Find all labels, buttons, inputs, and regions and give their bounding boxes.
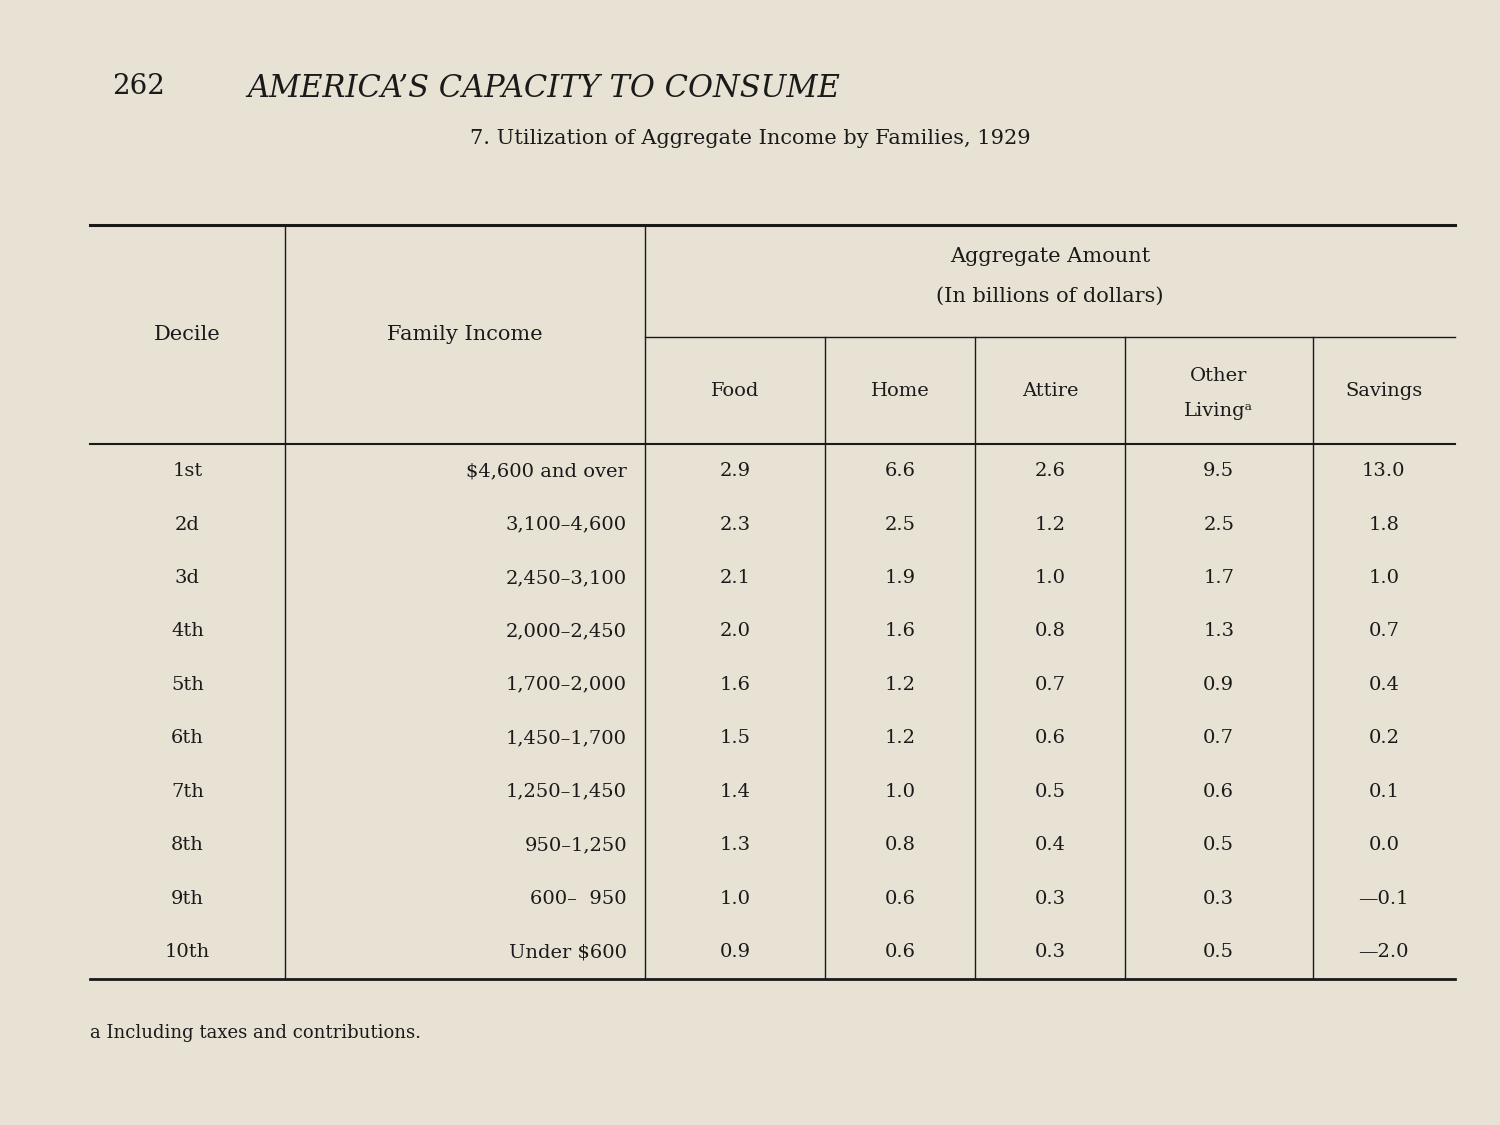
- Text: 950–1,250: 950–1,250: [525, 836, 627, 854]
- Text: 1,700–2,000: 1,700–2,000: [506, 676, 627, 694]
- Text: 2.0: 2.0: [720, 622, 750, 640]
- Text: 1.2: 1.2: [1035, 515, 1065, 533]
- Text: 0.8: 0.8: [1035, 622, 1065, 640]
- Text: Home: Home: [870, 381, 930, 399]
- Text: —2.0: —2.0: [1359, 943, 1408, 961]
- Text: 0.1: 0.1: [1368, 783, 1400, 801]
- Text: 2.6: 2.6: [1035, 462, 1065, 480]
- Text: AMERICA’S CAPACITY TO CONSUME: AMERICA’S CAPACITY TO CONSUME: [248, 73, 840, 105]
- Text: 1.6: 1.6: [885, 622, 915, 640]
- Text: Family Income: Family Income: [387, 325, 543, 344]
- Text: 1.9: 1.9: [885, 569, 915, 587]
- Text: 1.8: 1.8: [1368, 515, 1400, 533]
- Text: 1.7: 1.7: [1203, 569, 1234, 587]
- Text: 8th: 8th: [171, 836, 204, 854]
- Text: (In billions of dollars): (In billions of dollars): [936, 287, 1164, 305]
- Text: Under $600: Under $600: [509, 943, 627, 961]
- Text: 0.7: 0.7: [1368, 622, 1400, 640]
- Text: 262: 262: [112, 73, 165, 100]
- Text: 1.0: 1.0: [885, 783, 915, 801]
- Text: 0.6: 0.6: [885, 943, 915, 961]
- Text: Savings: Savings: [1346, 381, 1422, 399]
- Text: 0.9: 0.9: [720, 943, 750, 961]
- Text: 10th: 10th: [165, 943, 210, 961]
- Text: a Including taxes and contributions.: a Including taxes and contributions.: [90, 1024, 422, 1042]
- Text: 0.8: 0.8: [885, 836, 915, 854]
- Text: 6.6: 6.6: [885, 462, 915, 480]
- Text: Livingᵃ: Livingᵃ: [1184, 402, 1254, 420]
- Text: Aggregate Amount: Aggregate Amount: [950, 248, 1150, 266]
- Text: 2.1: 2.1: [720, 569, 750, 587]
- Text: 3,100–4,600: 3,100–4,600: [506, 515, 627, 533]
- Text: 0.5: 0.5: [1035, 783, 1065, 801]
- Text: 2.9: 2.9: [720, 462, 750, 480]
- Text: 2,450–3,100: 2,450–3,100: [506, 569, 627, 587]
- Text: 0.9: 0.9: [1203, 676, 1234, 694]
- Text: 0.3: 0.3: [1203, 890, 1234, 908]
- Text: 0.7: 0.7: [1035, 676, 1065, 694]
- Text: 0.0: 0.0: [1368, 836, 1400, 854]
- Text: 7th: 7th: [171, 783, 204, 801]
- Text: 1,450–1,700: 1,450–1,700: [506, 729, 627, 747]
- Text: 600–  950: 600– 950: [531, 890, 627, 908]
- Text: 2,000–2,450: 2,000–2,450: [506, 622, 627, 640]
- Text: 1.0: 1.0: [720, 890, 750, 908]
- Text: 1.4: 1.4: [720, 783, 750, 801]
- Text: 0.3: 0.3: [1035, 943, 1065, 961]
- Text: 1.2: 1.2: [885, 676, 915, 694]
- Text: 0.6: 0.6: [885, 890, 915, 908]
- Text: 6th: 6th: [171, 729, 204, 747]
- Text: 0.6: 0.6: [1035, 729, 1065, 747]
- Text: 2.3: 2.3: [720, 515, 750, 533]
- Text: $4,600 and over: $4,600 and over: [466, 462, 627, 480]
- Text: 4th: 4th: [171, 622, 204, 640]
- Text: 1,250–1,450: 1,250–1,450: [506, 783, 627, 801]
- Text: —0.1: —0.1: [1359, 890, 1408, 908]
- Text: 5th: 5th: [171, 676, 204, 694]
- Text: Food: Food: [711, 381, 759, 399]
- Text: Decile: Decile: [154, 325, 220, 344]
- Text: 1.3: 1.3: [1203, 622, 1234, 640]
- Text: 2d: 2d: [176, 515, 200, 533]
- Text: 0.7: 0.7: [1203, 729, 1234, 747]
- Text: 1.2: 1.2: [885, 729, 915, 747]
- Text: 13.0: 13.0: [1362, 462, 1406, 480]
- Text: 0.2: 0.2: [1368, 729, 1400, 747]
- Text: 0.4: 0.4: [1368, 676, 1400, 694]
- Text: 0.5: 0.5: [1203, 836, 1234, 854]
- Text: 9.5: 9.5: [1203, 462, 1234, 480]
- Text: 2.5: 2.5: [885, 515, 915, 533]
- Text: 1st: 1st: [172, 462, 202, 480]
- Text: 3d: 3d: [176, 569, 200, 587]
- Text: 7. Utilization of Aggregate Income by Families, 1929: 7. Utilization of Aggregate Income by Fa…: [470, 129, 1030, 148]
- Text: 1.0: 1.0: [1035, 569, 1065, 587]
- Text: 2.5: 2.5: [1203, 515, 1234, 533]
- Text: Attire: Attire: [1022, 381, 1078, 399]
- Text: 1.0: 1.0: [1368, 569, 1400, 587]
- Text: 0.6: 0.6: [1203, 783, 1234, 801]
- Text: 0.5: 0.5: [1203, 943, 1234, 961]
- Text: 0.3: 0.3: [1035, 890, 1065, 908]
- Text: Other: Other: [1190, 367, 1248, 385]
- Text: 0.4: 0.4: [1035, 836, 1065, 854]
- Text: 1.5: 1.5: [720, 729, 750, 747]
- Text: 9th: 9th: [171, 890, 204, 908]
- Text: 1.3: 1.3: [720, 836, 750, 854]
- Text: 1.6: 1.6: [720, 676, 750, 694]
